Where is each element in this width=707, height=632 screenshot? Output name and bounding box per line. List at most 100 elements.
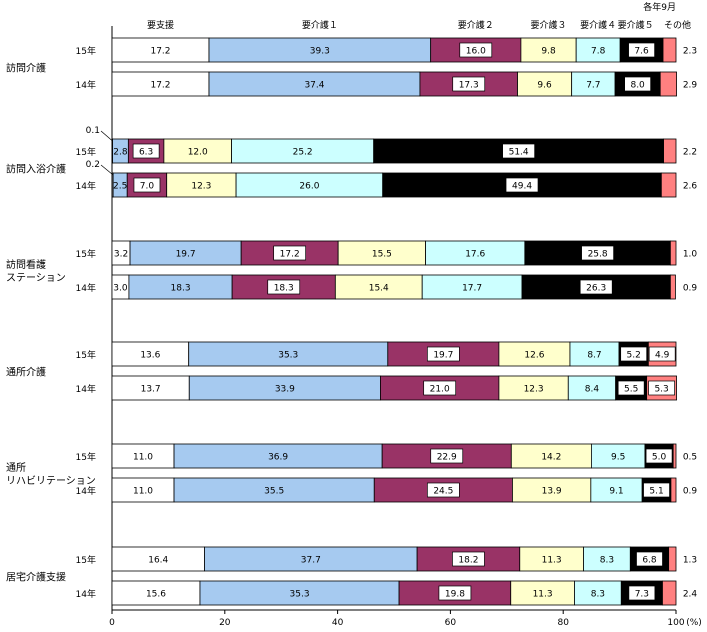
bar-g6-y15-seg-3-label: 18.2 — [458, 556, 478, 566]
bar-g2-y15-seg-3-label: 6.3 — [139, 148, 153, 158]
bar-g1-y14-seg-4 — [517, 71, 573, 97]
bar-g3-y14-seg-6-label-box — [579, 279, 613, 295]
bar-g6-y15-seg-4-label: 11.3 — [542, 556, 562, 566]
bar-g3-y14-seg-5 — [421, 274, 523, 300]
legend-7: その他 — [664, 19, 691, 31]
bar-g5-y15-seg-7-label: 0.5 — [683, 453, 697, 463]
bar-g3-y15-seg-6-label: 25.8 — [588, 250, 608, 260]
bar-g4-y14-seg-1 — [111, 375, 190, 401]
bar-g1-y15-seg-7 — [662, 37, 677, 63]
bar-g4-y14-seg-5-label: 8.4 — [585, 385, 600, 395]
x-tick-label-80: 80 — [557, 618, 569, 628]
bar-g6-y14-seg-2 — [199, 580, 400, 606]
bar-g5-y15-year: 15年 — [76, 451, 96, 463]
bar-g4-y15-seg-5 — [569, 341, 620, 367]
bar-g4-y14-seg-7-label-box — [648, 380, 675, 396]
bar-g5-y15-seg-6-label: 5.0 — [652, 453, 667, 463]
bar-g1-y15-seg-6-label-box — [628, 42, 655, 58]
bar-g5-y15-seg-4-label: 14.2 — [541, 453, 561, 463]
bar-g5-y15-seg-7 — [672, 443, 677, 469]
bar-g1-y14-seg-1-label: 17.2 — [150, 81, 170, 91]
legend-6: 要介護５ — [618, 19, 654, 31]
bar-g1-y14-seg-6-label-box — [624, 76, 651, 92]
bar-g3-y15-seg-2-label: 19.7 — [176, 250, 196, 260]
bar-g4-y14-seg-4-label: 12.3 — [524, 385, 544, 395]
bar-g6-y15-seg-5-label: 8.3 — [600, 556, 614, 566]
bar-g2-y14-seg-6-label-box — [505, 177, 539, 193]
x-tick-label-100: 100 — [667, 618, 684, 628]
bar-g3-y14-seg-4-label: 15.4 — [369, 284, 389, 294]
bar-g1-y14-seg-2 — [208, 71, 421, 97]
bar-g1-y14-year: 14年 — [76, 79, 96, 91]
bar-g6-y14-seg-3-label: 19.8 — [445, 590, 465, 600]
bar-g4-y14-year: 14年 — [76, 383, 96, 395]
bar-g4-y14-seg-3-label: 21.0 — [430, 385, 450, 395]
bar-g3-y15-seg-5 — [425, 240, 526, 266]
bar-g2-y14-seg-7-label: 2.6 — [683, 182, 698, 192]
bar-g1-y15-seg-1-label: 17.2 — [150, 47, 170, 57]
bar-g6-y14-year: 14年 — [76, 588, 96, 600]
bar-g5-y14-seg-6-label: 5.1 — [649, 487, 663, 497]
bar-g1-y14-seg-5-label: 7.7 — [586, 81, 600, 91]
bar-g5-y14-seg-3-label-box — [427, 482, 460, 498]
bar-g4-y15-seg-6-label-box — [620, 346, 648, 362]
bar-g2-y14-seg-3-label-box — [133, 177, 161, 193]
unit-label: (%) — [686, 618, 702, 628]
bar-g2-y14-seg-7 — [660, 172, 677, 198]
bar-g4-y15-seg-7-label: 4.9 — [655, 351, 670, 361]
bar-g5-y14-seg-5-label: 9.1 — [609, 487, 623, 497]
group-label-3-line1: 訪問看護 — [6, 258, 46, 271]
bar-g1-y14-seg-3-label: 17.3 — [459, 81, 479, 91]
bar-g3-y14-seg-4 — [334, 274, 423, 300]
bar-g2-y15-seg-7-label: 2.2 — [683, 148, 697, 158]
x-tick-label-0: 0 — [109, 618, 115, 628]
bar-g6-y14-seg-4-label: 11.3 — [533, 590, 553, 600]
bar-g3-y14-seg-5-label: 17.7 — [462, 284, 482, 294]
x-tick-label-60: 60 — [445, 618, 457, 628]
bar-g3-y14-year: 14年 — [76, 282, 96, 294]
bar-g4-y15-seg-1 — [111, 341, 190, 367]
bar-g6-y14-seg-5 — [574, 580, 622, 606]
bar-g2-y15-seg-5-label: 25.2 — [293, 148, 313, 158]
bar-g6-y14-seg-2-label: 35.3 — [290, 590, 310, 600]
bar-g4-y15-seg-5-label: 8.7 — [587, 351, 601, 361]
bar-g6-y14-seg-5-label: 8.3 — [591, 590, 605, 600]
bar-g5-y15-seg-1-label: 11.0 — [133, 453, 153, 463]
bar-g6-y14-seg-7-label: 2.4 — [683, 590, 698, 600]
group-label-2: 訪問入浴介護 — [6, 163, 66, 176]
bar-g6-y14-seg-7 — [662, 580, 677, 606]
bar-g4-y14-seg-6-label: 5.5 — [624, 385, 638, 395]
bar-g2-y15-seg-4-label: 12.0 — [188, 148, 208, 158]
bar-g6-y15-seg-6-label-box — [636, 551, 663, 567]
x-tick-label-40: 40 — [332, 618, 344, 628]
bar-g1-y15-seg-2 — [208, 37, 432, 63]
bar-g3-y14-seg-1-label: 3.0 — [113, 284, 128, 294]
bar-g6-y14-seg-3-label-box — [438, 585, 472, 601]
bar-g4-y15-seg-3-label-box — [427, 346, 460, 362]
bar-g5-y14-seg-5 — [590, 477, 643, 503]
bar-g2-y15-seg-6-label-box — [502, 143, 535, 159]
bar-g2-y14-seg-5 — [235, 172, 384, 198]
legend-5: 要介護４ — [580, 19, 616, 31]
legend-2: 要介護１ — [302, 19, 338, 31]
bar-g6-y15-year: 15年 — [76, 554, 96, 566]
bar-g5-y14-seg-4 — [512, 477, 592, 503]
bar-g3-y15-seg-6-label-box — [581, 245, 614, 261]
bar-g6-y14-seg-1-label: 15.6 — [146, 590, 166, 600]
bar-g2-y15-seg-3-label-box — [132, 143, 160, 159]
bar-g2-y14-seg-6-label: 49.4 — [512, 182, 532, 192]
bar-g2-y15-seg-6-label: 51.4 — [509, 148, 529, 158]
bar-g6-y14-seg-4 — [510, 580, 575, 606]
group-label-4: 通所介護 — [6, 366, 46, 379]
bar-g4-y15-seg-2-label: 35.3 — [278, 351, 298, 361]
bar-g4-y14-seg-2 — [188, 375, 381, 401]
bar-g1-y14-seg-7 — [659, 71, 677, 97]
bar-g3-y15-seg-2 — [129, 240, 242, 266]
bar-g6-y15-seg-2 — [204, 546, 418, 572]
bar-g3-y15-year: 15年 — [76, 248, 96, 260]
bar-g4-y14-seg-3-label-box — [423, 380, 457, 396]
bar-g5-y14-seg-1-label: 11.0 — [133, 487, 153, 497]
bar-g1-y14-seg-7-label: 2.9 — [683, 81, 698, 91]
bar-g3-y14-seg-6-label: 26.3 — [586, 284, 606, 294]
bar-g3-y14-seg-3-label-box — [267, 279, 301, 295]
